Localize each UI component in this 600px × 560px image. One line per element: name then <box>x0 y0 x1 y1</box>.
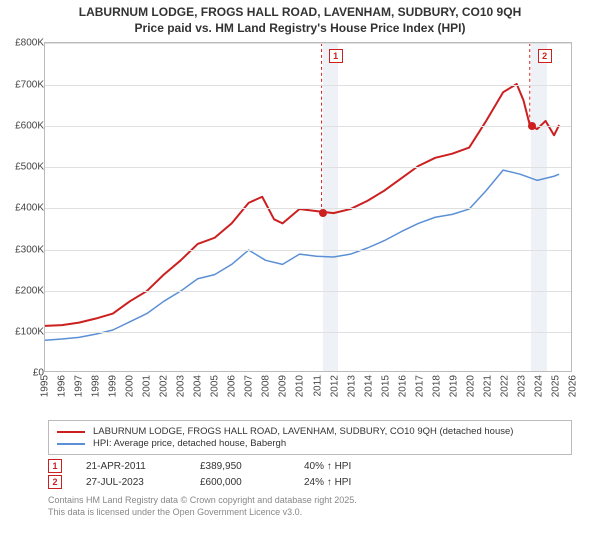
gridline <box>45 126 571 127</box>
x-tick-label: 2009 <box>278 375 289 397</box>
point-date: 27-JUL-2023 <box>86 477 176 488</box>
x-tick-label: 2002 <box>159 375 170 397</box>
x-tick-label: 2006 <box>227 375 238 397</box>
x-tick-label: 2020 <box>465 375 476 397</box>
event-marker-label: 1 <box>329 49 343 63</box>
event-marker-dot <box>528 122 536 130</box>
point-key: 1 <box>48 459 62 473</box>
chart-title: LABURNUM LODGE, FROGS HALL ROAD, LAVENHA… <box>0 0 600 38</box>
sales-point-row: 2 27-JUL-2023 £600,000 24% ↑ HPI <box>48 475 572 489</box>
x-tick-label: 2003 <box>176 375 187 397</box>
x-tick-label: 2011 <box>312 375 323 397</box>
legend-swatch <box>57 443 85 445</box>
x-tick-label: 2000 <box>125 375 136 397</box>
x-tick-label: 2021 <box>482 375 493 397</box>
x-tick-label: 2018 <box>431 375 442 397</box>
x-tick-label: 2015 <box>380 375 391 397</box>
legend-label: HPI: Average price, detached house, Babe… <box>93 438 286 449</box>
x-tick-label: 2024 <box>533 375 544 397</box>
x-tick-label: 2010 <box>295 375 306 397</box>
y-tick-label: £600K <box>15 120 44 131</box>
x-tick-label: 2016 <box>397 375 408 397</box>
y-tick-label: £500K <box>15 162 44 173</box>
x-tick-label: 2022 <box>499 375 510 397</box>
gridline <box>45 291 571 292</box>
point-delta: 24% ↑ HPI <box>304 477 351 488</box>
legend: LABURNUM LODGE, FROGS HALL ROAD, LAVENHA… <box>48 420 572 455</box>
chart-area: £0£100K£200K£300K£400K£500K£600K£700K£80… <box>0 38 600 418</box>
x-tick-label: 2005 <box>210 375 221 397</box>
point-delta: 40% ↑ HPI <box>304 461 351 472</box>
x-tick-label: 1999 <box>108 375 119 397</box>
point-price: £600,000 <box>200 477 280 488</box>
point-price: £389,950 <box>200 461 280 472</box>
x-tick-label: 2012 <box>329 375 340 397</box>
gridline <box>45 250 571 251</box>
x-tick-label: 2008 <box>261 375 272 397</box>
x-tick-label: 2001 <box>142 375 153 397</box>
sales-points-table: 1 21-APR-2011 £389,950 40% ↑ HPI 2 27-JU… <box>48 459 572 489</box>
x-tick-label: 2025 <box>550 375 561 397</box>
y-tick-label: £800K <box>15 38 44 49</box>
x-tick-label: 1996 <box>57 375 68 397</box>
x-tick-label: 2014 <box>363 375 374 397</box>
footnote: Contains HM Land Registry data © Crown c… <box>48 495 572 518</box>
gridline <box>45 208 571 209</box>
legend-label: LABURNUM LODGE, FROGS HALL ROAD, LAVENHA… <box>93 426 513 437</box>
point-key: 2 <box>48 475 62 489</box>
title-line-2: Price paid vs. HM Land Registry's House … <box>8 20 592 36</box>
x-tick-label: 2019 <box>448 375 459 397</box>
y-tick-label: £700K <box>15 79 44 90</box>
x-tick-label: 2004 <box>193 375 204 397</box>
point-date: 21-APR-2011 <box>86 461 176 472</box>
x-tick-label: 1997 <box>74 375 85 397</box>
title-line-1: LABURNUM LODGE, FROGS HALL ROAD, LAVENHA… <box>8 4 592 20</box>
gridline <box>45 167 571 168</box>
x-tick-label: 2017 <box>414 375 425 397</box>
y-tick-label: £300K <box>15 244 44 255</box>
sales-point-row: 1 21-APR-2011 £389,950 40% ↑ HPI <box>48 459 572 473</box>
series-lines <box>45 43 571 371</box>
x-tick-label: 2007 <box>244 375 255 397</box>
y-tick-label: £100K <box>15 327 44 338</box>
legend-swatch <box>57 431 85 433</box>
x-tick-label: 1998 <box>91 375 102 397</box>
footnote-line: This data is licensed under the Open Gov… <box>48 507 572 519</box>
x-tick-label: 2013 <box>346 375 357 397</box>
gridline <box>45 43 571 44</box>
x-tick-label: 2023 <box>516 375 527 397</box>
event-marker-dot <box>319 209 327 217</box>
y-tick-label: £200K <box>15 285 44 296</box>
x-tick-label: 1995 <box>40 375 51 397</box>
footnote-line: Contains HM Land Registry data © Crown c… <box>48 495 572 507</box>
event-marker-label: 2 <box>538 49 552 63</box>
legend-item-hpi: HPI: Average price, detached house, Babe… <box>57 438 563 449</box>
x-tick-label: 2026 <box>568 375 579 397</box>
gridline <box>45 332 571 333</box>
series-line-hpi <box>45 170 559 340</box>
y-tick-label: £400K <box>15 203 44 214</box>
plot-area: £0£100K£200K£300K£400K£500K£600K£700K£80… <box>44 42 572 372</box>
legend-item-price-paid: LABURNUM LODGE, FROGS HALL ROAD, LAVENHA… <box>57 426 563 437</box>
gridline <box>45 85 571 86</box>
